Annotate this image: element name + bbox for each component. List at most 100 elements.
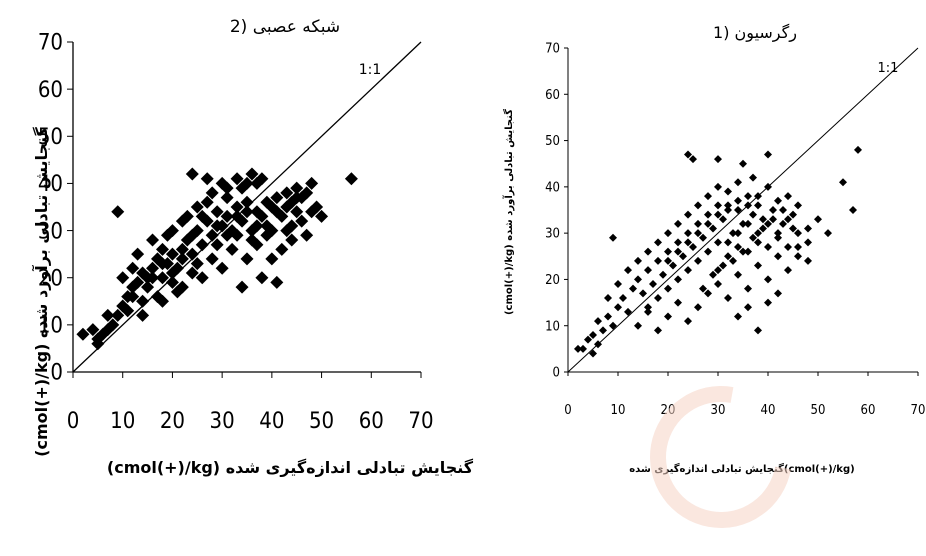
chart-right-point — [714, 201, 722, 210]
chart-left-reference-line — [72, 41, 422, 373]
chart-right-point — [694, 201, 702, 210]
chart-right-point — [724, 238, 732, 247]
chart-right-point — [719, 215, 727, 224]
chart-left-x-tick-label: 10 — [110, 409, 135, 434]
chart-left-point — [290, 205, 304, 219]
chart-right-point — [839, 178, 847, 187]
chart-right-point — [694, 256, 702, 265]
chart-left-point — [131, 275, 145, 289]
chart-right-point — [599, 326, 607, 335]
chart-right-point — [604, 312, 612, 321]
chart-left-x-tick-label: 70 — [408, 409, 433, 434]
chart-left-point — [250, 219, 264, 233]
chart-right-point — [714, 238, 722, 247]
chart-left-point — [111, 205, 125, 219]
chart-left-point — [220, 228, 234, 242]
chart-left-point — [220, 191, 234, 205]
chart-right-point — [714, 210, 722, 219]
chart-right-point — [699, 233, 707, 242]
chart-right-point — [734, 229, 742, 238]
chart-right-reference-line — [567, 47, 919, 373]
chart-right-point — [774, 229, 782, 238]
chart-right-point — [769, 206, 777, 214]
chart-left-point — [240, 205, 254, 219]
chart-right-point — [684, 150, 692, 159]
chart-right-point — [784, 266, 792, 275]
chart-left-point — [210, 205, 224, 219]
chart-right-points — [574, 145, 862, 358]
chart-left-point — [280, 200, 294, 214]
chart-left-point — [265, 252, 279, 266]
chart-right-point — [754, 261, 762, 270]
chart-right-point — [684, 238, 692, 247]
chart-right-point — [784, 243, 792, 252]
chart-right-point — [749, 173, 757, 182]
chart-right-point — [614, 303, 622, 312]
chart-right-reference-label: 1:1 — [878, 61, 899, 76]
chart-right-point — [754, 238, 762, 247]
chart-left-point — [180, 209, 194, 223]
chart-left-point — [155, 242, 169, 256]
chart-right-point — [704, 247, 712, 256]
chart-left-y-tick-label: 30 — [38, 219, 63, 244]
chart-right-y-tick-label: 30 — [545, 227, 560, 242]
figure: 0 10 20 30 40 50 60 70 0 10 20 30 40 50 60 70 2) شبکه … — [31, 17, 925, 477]
chart-right: 0 10 20 30 40 50 60 70 0 10 20 30 40 50 60 70 1) رگرسی… — [502, 23, 925, 475]
chart-right-point — [774, 289, 782, 298]
chart-right-point — [764, 150, 772, 159]
chart-left-point — [230, 200, 244, 214]
chart-left-point — [195, 238, 209, 252]
chart-left-point — [315, 209, 329, 223]
chart-right-point — [764, 243, 772, 252]
chart-left-point — [240, 252, 254, 266]
chart-right-point — [694, 219, 702, 228]
chart-left-x-tick-label: 30 — [210, 409, 235, 434]
chart-right-point — [714, 155, 722, 164]
chart-left-point — [185, 247, 199, 261]
chart-left-x-tick-label: 40 — [259, 409, 284, 434]
chart-right-point — [654, 256, 662, 265]
chart-left-point — [240, 176, 254, 190]
chart-right-point — [704, 219, 712, 228]
chart-right-point — [754, 201, 762, 210]
chart-right-point — [684, 266, 692, 275]
chart-left-point — [255, 209, 269, 223]
chart-left-point — [255, 172, 269, 186]
chart-left-point — [175, 242, 189, 256]
chart-right-point — [624, 307, 632, 316]
chart-right-point — [734, 243, 742, 252]
chart-left-point — [210, 219, 224, 233]
chart-right-point — [739, 159, 747, 168]
chart-right-point — [674, 298, 682, 307]
chart-right-y-axis-title: (cmol(+)/kg) گنجایش تبادلی برآورد شده — [502, 109, 515, 315]
chart-right-point — [684, 317, 692, 326]
chart-right-point — [824, 229, 832, 238]
chart-right-point — [619, 293, 627, 302]
chart-right-point — [774, 196, 782, 205]
chart-left-point — [215, 261, 229, 275]
chart-left-y-tick-label: 70 — [38, 31, 63, 56]
chart-right-point — [694, 229, 702, 238]
chart-right-point — [729, 256, 737, 265]
chart-left-point — [155, 257, 169, 271]
chart-left-point — [260, 219, 274, 233]
chart-left-point — [270, 275, 284, 289]
chart-left-point — [275, 242, 289, 256]
chart-right-point — [714, 266, 722, 275]
chart-right-point — [659, 270, 667, 279]
chart-left-points — [76, 167, 358, 351]
chart-left-point — [185, 228, 199, 242]
chart-left-point — [160, 228, 174, 242]
chart-left-point — [300, 228, 314, 242]
chart-right-point — [614, 280, 622, 289]
chart-left-x-tick-label: 20 — [160, 409, 185, 434]
chart-left-point — [106, 318, 120, 332]
chart-left-point — [205, 252, 219, 266]
chart-left-point — [126, 290, 140, 304]
chart-right-point — [734, 206, 742, 214]
chart-right-point — [744, 192, 752, 201]
chart-right-point — [634, 321, 642, 330]
chart-left-point — [146, 261, 160, 275]
chart-right-point — [589, 349, 597, 358]
chart-left-y-axis-title: (cmol(+)/kg) گنجایش تبادلی برآورد شده — [31, 126, 51, 456]
